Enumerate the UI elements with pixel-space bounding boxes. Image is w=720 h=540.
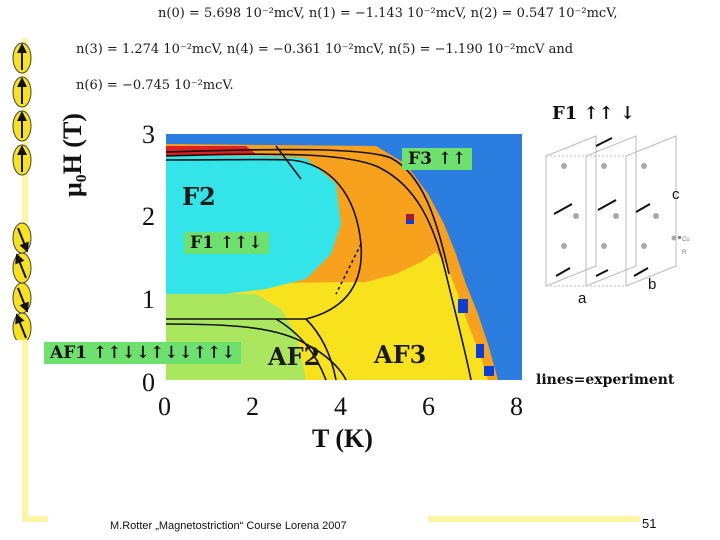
formula-line-3: n(6) = −0.745 10⁻²mcV. <box>76 78 234 93</box>
footer-credit: M.Rotter „Magnetostriction“ Course Loren… <box>110 520 347 532</box>
label-AF1: AF1 ↑↑↓↓↑↓↓↑↑↓ <box>44 342 242 364</box>
phase-cyan <box>166 156 341 294</box>
crystal-axis-b: b <box>648 276 657 293</box>
lines-note: lines=experiment <box>536 372 675 388</box>
spin-arrows-column <box>12 42 32 340</box>
page-number: 51 <box>642 516 657 531</box>
crystal-axis-c: c <box>672 186 680 203</box>
y-tick-2: 2 <box>142 202 155 231</box>
bottom-accent-bar-right <box>428 516 640 522</box>
bottom-accent-bar <box>22 516 48 522</box>
x-tick-2: 2 <box>246 392 259 421</box>
x-tick-6: 6 <box>422 392 435 421</box>
x-axis-label: T (K) <box>312 424 373 453</box>
label-F1: F1 ↑↑↓ <box>184 232 269 254</box>
phase-label-AF2: AF2 <box>268 342 321 371</box>
y-tick-3: 3 <box>142 120 155 149</box>
y-tick-1: 1 <box>142 285 155 314</box>
x-tick-4: 4 <box>334 392 347 421</box>
formula-line-1: n(0) = 5.698 10⁻²mcV, n(1) = −1.143 10⁻²… <box>158 6 618 21</box>
crystal-axis-a: a <box>578 290 587 307</box>
phase-label-AF3: AF3 <box>374 340 427 369</box>
phase-diagram <box>166 134 522 381</box>
formula-line-2: n(3) = 1.274 10⁻²mcV, n(4) = −0.361 10⁻²… <box>76 42 574 57</box>
x-tick-8: 8 <box>510 392 523 421</box>
phase-label-F2: F2 <box>182 182 216 211</box>
crystal-legend-1: Cu <box>682 237 690 243</box>
y-axis-label: μ₀H (T) <box>58 113 87 197</box>
label-F3: F3 ↑↑ <box>402 148 473 170</box>
y-tick-0: 0 <box>142 368 155 397</box>
label-top-F1: F1 ↑↑ ↓ <box>552 103 636 124</box>
experiment-lines <box>166 145 472 381</box>
crystal-legend-2: R <box>682 250 687 256</box>
x-tick-0: 0 <box>158 392 171 421</box>
crystal-structure-diagram <box>545 135 681 287</box>
